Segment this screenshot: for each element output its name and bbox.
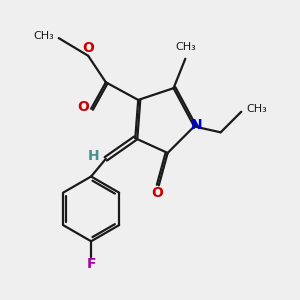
- Text: F: F: [86, 257, 96, 271]
- Text: N: N: [191, 118, 202, 132]
- Text: CH₃: CH₃: [34, 31, 54, 41]
- Text: O: O: [82, 40, 94, 55]
- Text: O: O: [152, 186, 163, 200]
- Text: CH₃: CH₃: [175, 42, 196, 52]
- Text: O: O: [77, 100, 89, 114]
- Text: CH₃: CH₃: [247, 104, 267, 114]
- Text: H: H: [88, 149, 99, 164]
